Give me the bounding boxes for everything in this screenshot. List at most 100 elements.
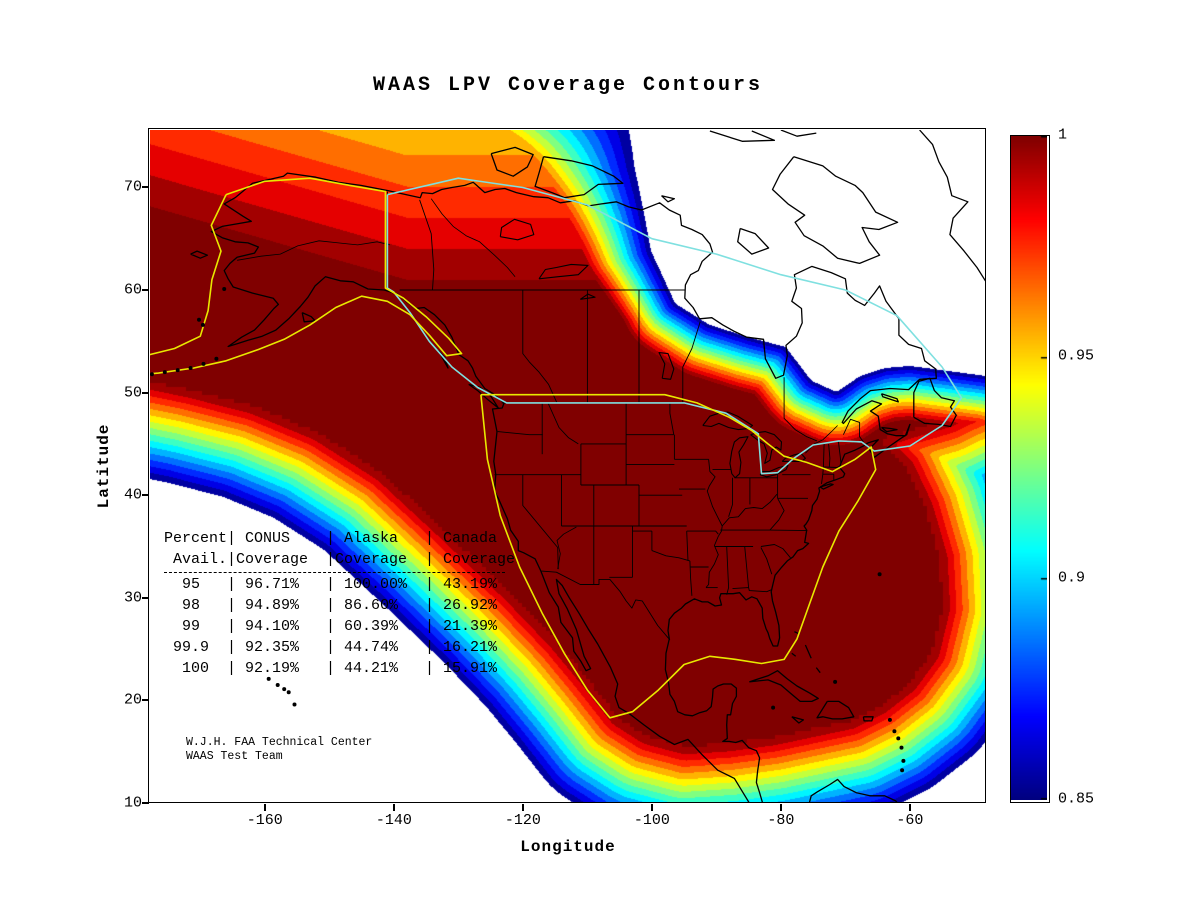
map-line <box>771 156 899 265</box>
table-separator <box>164 572 505 573</box>
table-row: 99 | 94.10% | 60.39% | 21.39% <box>164 618 498 635</box>
island-dot <box>899 745 904 750</box>
map-line <box>862 716 874 722</box>
colorbar <box>1010 135 1050 803</box>
island-dot <box>266 676 271 681</box>
map-line <box>804 644 812 659</box>
x-tick-mark <box>779 804 782 811</box>
map-line <box>190 250 209 259</box>
map-line <box>705 459 723 588</box>
map-line <box>737 227 770 255</box>
colorbar-tick-label: 0.9 <box>1058 569 1086 587</box>
colorbar-tick-label: 1 <box>1058 126 1068 144</box>
map-line <box>808 778 899 803</box>
map-line <box>769 498 785 531</box>
map-line <box>658 352 675 380</box>
table-row: 99.9 | 92.35% | 44.74% | 16.21% <box>164 639 498 656</box>
table-header-row-2: Avail.|Coverage |Coverage | Coverage <box>164 551 516 568</box>
y-tick-mark <box>142 699 149 702</box>
map-line <box>720 529 808 532</box>
map-line <box>759 464 789 478</box>
island-dot <box>887 717 892 722</box>
map-line <box>732 587 772 593</box>
map-line <box>805 425 838 454</box>
map-line <box>522 474 559 570</box>
x-tick-label: -100 <box>633 812 670 829</box>
island-dot <box>150 372 154 377</box>
title-line-1: WAAS LPV Coverage Contours <box>372 74 764 97</box>
map-line <box>824 465 840 468</box>
colorbar-gradient <box>1011 136 1047 800</box>
island-dot <box>275 683 280 687</box>
map-line <box>499 218 535 241</box>
map-line <box>842 418 864 443</box>
rivers <box>237 198 838 570</box>
x-tick-label: -140 <box>375 812 412 829</box>
map-line <box>816 700 855 720</box>
colorbar-tick-label: 0.85 <box>1058 790 1095 808</box>
map-line <box>686 531 689 561</box>
y-tick-label: 40 <box>123 486 142 504</box>
map-line <box>538 263 589 280</box>
credit-text: W.J.H. FAA Technical Center WAAS Test Te… <box>186 736 372 764</box>
y-tick-mark <box>142 494 149 497</box>
colorbar-tick-label: 0.95 <box>1058 347 1095 365</box>
map-line <box>728 477 733 517</box>
map-line <box>301 312 316 323</box>
map-line <box>837 440 842 464</box>
map-line <box>721 493 778 527</box>
y-tick-mark <box>142 596 149 599</box>
plot-area <box>150 130 986 803</box>
y-tick-mark <box>142 391 149 394</box>
map-line <box>150 177 463 375</box>
x-tick-mark <box>521 804 524 811</box>
map-line <box>430 198 516 277</box>
map-line <box>682 321 701 403</box>
map-line <box>781 452 806 462</box>
map-line <box>651 550 691 562</box>
map-line <box>480 393 877 719</box>
island-dot <box>162 370 167 375</box>
map-line <box>828 443 831 468</box>
island-dot <box>175 368 180 373</box>
island-dot <box>222 287 227 291</box>
map-overlay <box>150 130 986 803</box>
x-tick-label: -120 <box>504 812 541 829</box>
credit-line-1: W.J.H. FAA Technical Center <box>186 736 373 749</box>
map-line <box>780 130 817 137</box>
map-line <box>522 290 558 404</box>
coastlines <box>190 130 986 803</box>
map-line <box>386 177 963 475</box>
credit-line-2: WAAS Test Team <box>186 750 283 763</box>
y-tick-label: 10 <box>123 794 142 812</box>
map-line <box>791 652 797 657</box>
x-tick-label: -160 <box>246 812 283 829</box>
island-dot <box>201 361 206 366</box>
conus-alaska-region-outline <box>150 177 877 719</box>
map-line <box>689 560 693 596</box>
map-line <box>881 426 898 433</box>
map-line <box>760 547 773 575</box>
y-tick-mark <box>142 289 149 292</box>
island-dot <box>877 572 882 577</box>
map-line <box>729 436 749 479</box>
table-row: 98 | 94.89% | 86.60% | 26.92% <box>164 597 498 614</box>
stats-table: Percent| CONUS | Alaska | Canada Avail.|… <box>164 528 515 679</box>
island-dot <box>214 356 219 361</box>
x-tick-mark <box>263 804 266 811</box>
island-dot <box>892 729 897 734</box>
map-line <box>468 383 499 409</box>
map-line <box>541 570 671 641</box>
island-dot <box>286 690 291 695</box>
map-line <box>669 402 675 435</box>
map-line <box>791 716 805 724</box>
y-tick-label: 60 <box>123 281 142 299</box>
map-line <box>534 156 624 199</box>
map-line <box>726 546 730 595</box>
map-line <box>210 172 937 803</box>
map-line <box>760 544 791 559</box>
map-line <box>579 293 596 300</box>
x-tick-mark <box>650 804 653 811</box>
map-line <box>880 393 899 403</box>
